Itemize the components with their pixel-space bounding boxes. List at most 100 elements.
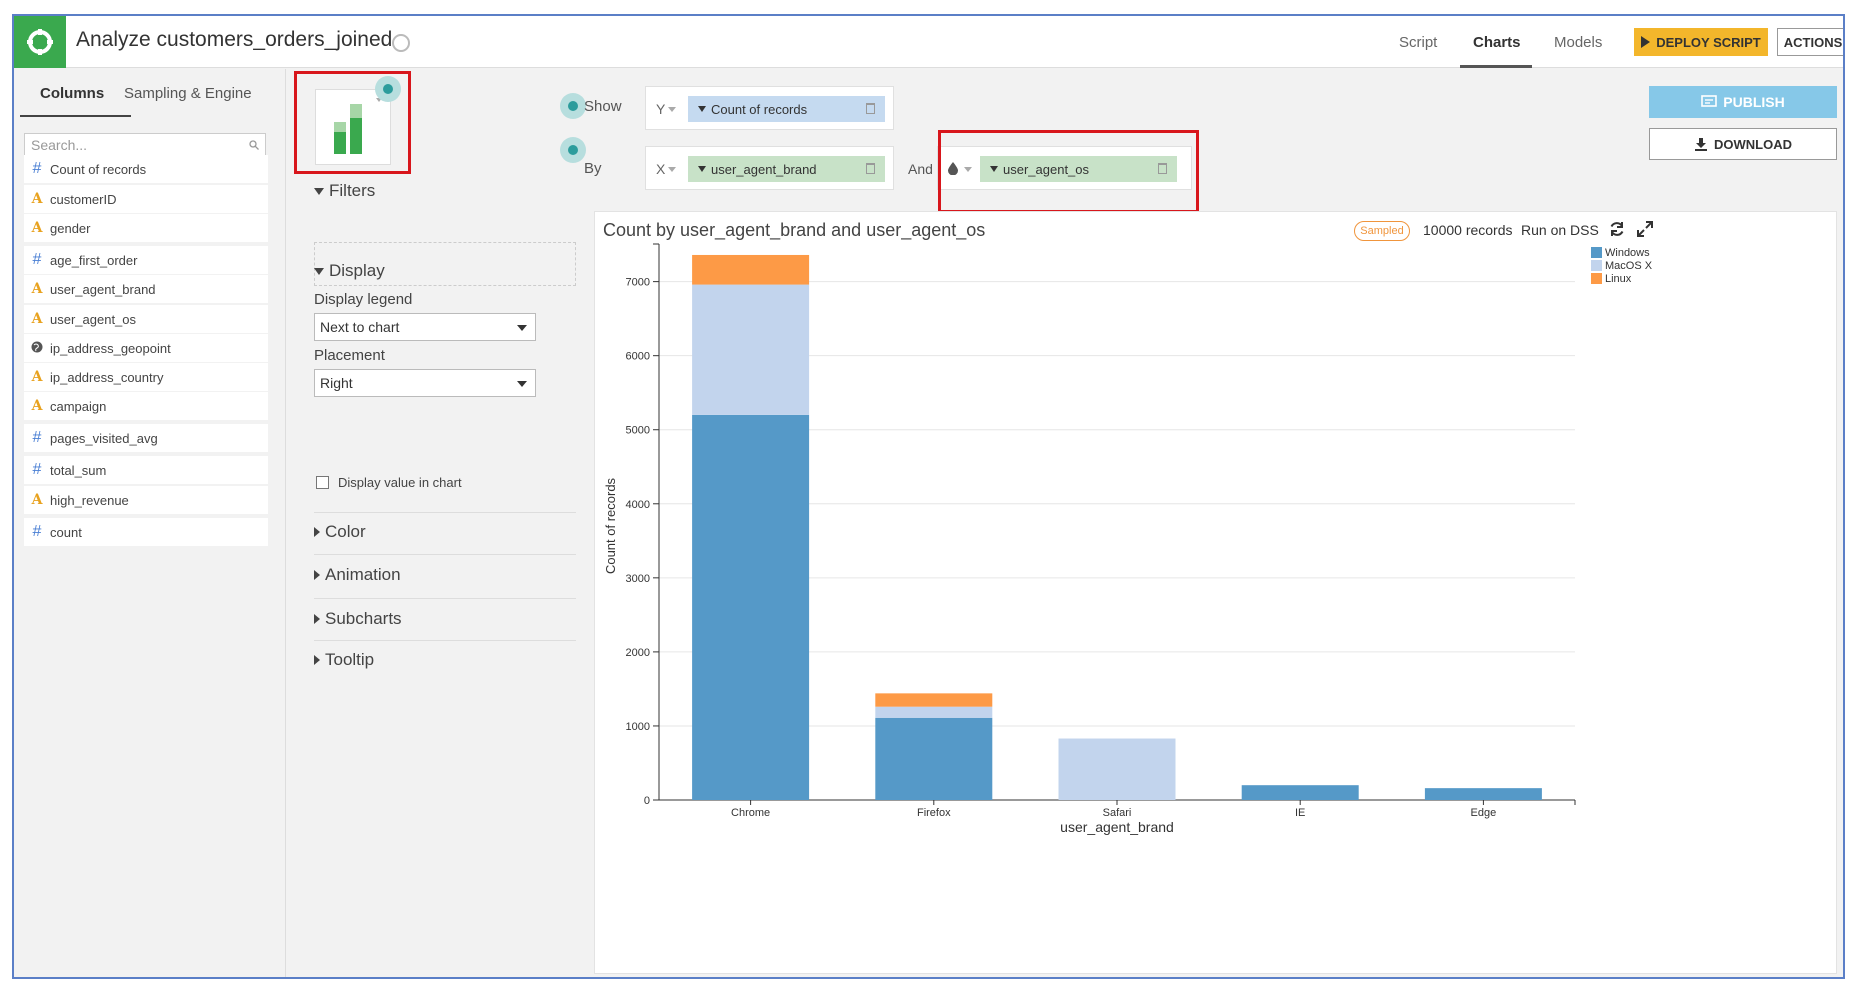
column-name: user_agent_brand (50, 281, 156, 297)
app-window: Analyze customers_orders_joined Script C… (12, 14, 1845, 979)
x-tick-label: Safari (1103, 807, 1132, 819)
display-legend-select[interactable]: Next to chart (314, 313, 536, 341)
x-axis-label: user_agent_brand (1060, 819, 1174, 835)
display-section-header[interactable]: Display (314, 261, 385, 281)
column-item[interactable]: # Count of records (24, 155, 268, 183)
stacked-bar-chart: 0 1000 2000 3000 4000 5000 6000 7000 Chrome Firef… (603, 243, 1653, 835)
filters-section-header[interactable]: Filters (314, 181, 375, 201)
column-item[interactable]: # count (24, 518, 268, 546)
column-item[interactable]: # total_sum (24, 456, 268, 484)
placement-select[interactable]: Right (314, 369, 536, 397)
y-axis-label: Count of records (603, 477, 618, 574)
search-icon (249, 140, 259, 150)
page-title: Analyze customers_orders_joined (76, 28, 393, 51)
tooltip-label: Tooltip (325, 650, 375, 669)
color-label: Color (325, 522, 366, 541)
bar-segment-macos-x (692, 284, 810, 415)
tab-script[interactable]: Script (1399, 34, 1438, 51)
color-shelf[interactable]: user_agent_os (937, 146, 1192, 190)
display-legend-label: Display legend (314, 291, 413, 308)
play-icon (1641, 36, 1651, 48)
text-type-icon: A (31, 281, 43, 297)
trash-icon[interactable] (1158, 163, 1167, 174)
x-pill-label: user_agent_brand (711, 161, 817, 177)
publish-button[interactable]: PUBLISH (1649, 86, 1837, 118)
display-value-label: Display value in chart (338, 475, 462, 490)
tooltip-section-header[interactable]: Tooltip (314, 650, 374, 670)
numeric-type-icon: # (32, 251, 42, 268)
animation-section-header[interactable]: Animation (314, 565, 401, 585)
sampled-badge[interactable]: Sampled (1354, 221, 1410, 241)
column-item[interactable]: # pages_visited_avg (24, 424, 268, 452)
display-value-checkbox[interactable] (316, 476, 329, 489)
placement-label: Placement (314, 347, 385, 364)
edit-title-icon[interactable] (392, 34, 410, 52)
tab-columns[interactable]: Columns (40, 85, 105, 102)
x-tick-label: IE (1295, 807, 1305, 819)
column-name: high_revenue (50, 492, 129, 508)
chart-type-hint-icon[interactable] (375, 76, 401, 102)
record-count: 10000 records (1423, 222, 1513, 238)
active-tab-indicator (1460, 65, 1532, 68)
column-name: count (50, 524, 82, 540)
expand-icon[interactable] (1636, 220, 1654, 238)
deploy-label: DEPLOY SCRIPT (1656, 34, 1761, 50)
y-measure-pill[interactable]: Count of records (688, 96, 885, 122)
dropdown-caret-icon (517, 325, 527, 331)
x-dimension-pill[interactable]: user_agent_brand (688, 156, 885, 182)
column-item[interactable]: # age_first_order (24, 246, 268, 274)
bar-segment-linux (692, 254, 810, 285)
y-tick-label: 4000 (626, 499, 650, 511)
download-button[interactable]: DOWNLOAD (1649, 128, 1837, 160)
legend-swatch (1591, 247, 1602, 258)
caret-down-icon (990, 166, 998, 172)
column-name: campaign (50, 398, 107, 414)
trash-icon[interactable] (866, 163, 875, 174)
download-icon (1695, 138, 1707, 151)
divider (314, 598, 576, 599)
chart-panel: Count by user_agent_brand and user_agent… (594, 211, 1837, 974)
actions-button[interactable]: ACTIONS (1777, 28, 1843, 56)
numeric-type-icon: # (32, 160, 42, 177)
y-axis-tag: Y (656, 101, 666, 117)
dropdown-caret-icon (517, 381, 527, 387)
dataiku-logo[interactable] (14, 16, 66, 68)
chart-type-selector[interactable] (315, 89, 391, 165)
column-name: ip_address_country (50, 369, 164, 385)
run-on-dss-button[interactable]: Run on DSS (1521, 222, 1599, 238)
bar-segment-macos-x (875, 706, 993, 718)
column-item[interactable]: ip_address_geopoint (24, 334, 268, 362)
column-name: gender (50, 220, 91, 236)
trash-icon[interactable] (866, 103, 875, 114)
deploy-script-button[interactable]: DEPLOY SCRIPT (1634, 28, 1768, 56)
search-placeholder: Search... (31, 137, 88, 153)
tab-charts[interactable]: Charts (1473, 34, 1521, 51)
download-label: DOWNLOAD (1714, 136, 1792, 152)
x-tick-label: Chrome (731, 807, 770, 819)
tab-sampling-engine[interactable]: Sampling & Engine (124, 85, 252, 102)
text-type-icon: A (31, 398, 43, 414)
legend-swatch (1591, 260, 1602, 271)
by-label: By (584, 160, 602, 177)
refresh-icon[interactable] (1608, 220, 1626, 238)
x-axis-shelf[interactable]: X user_agent_brand (645, 146, 894, 190)
columns-sidebar: Columns Sampling & Engine Search... # Cou… (14, 69, 286, 977)
subcharts-section-header[interactable]: Subcharts (314, 609, 402, 629)
caret-right-icon (314, 570, 320, 580)
numeric-type-icon: # (32, 523, 42, 540)
filters-drop-zone[interactable] (314, 242, 576, 286)
y-tick-label: 0 (644, 795, 650, 807)
show-hint-icon[interactable] (560, 93, 586, 119)
y-axis-shelf[interactable]: Y Count of records (645, 86, 894, 130)
color-dimension-pill[interactable]: user_agent_os (980, 156, 1177, 182)
by-hint-icon[interactable] (560, 137, 586, 163)
color-section-header[interactable]: Color (314, 522, 366, 542)
tab-models[interactable]: Models (1554, 34, 1603, 51)
